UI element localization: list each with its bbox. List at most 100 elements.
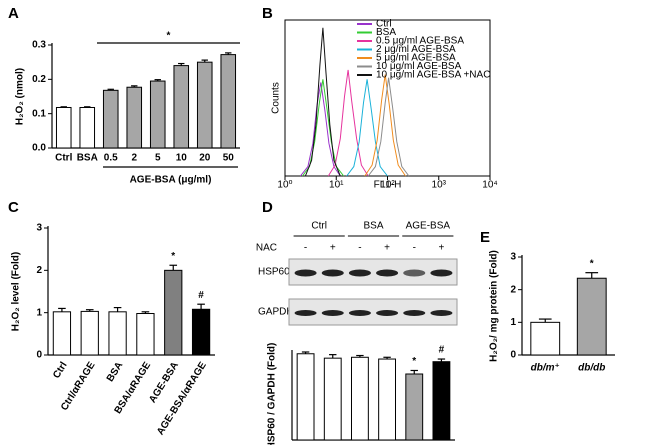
legend-label: 2 μg/ml AGE-BSA bbox=[376, 44, 456, 55]
bar bbox=[108, 311, 127, 356]
error-bar bbox=[107, 88, 114, 91]
bar bbox=[378, 358, 397, 441]
bar-annotation: * bbox=[590, 258, 594, 269]
panel-label: E bbox=[480, 229, 490, 246]
blot-group: Ctrl bbox=[311, 221, 327, 232]
blot-band bbox=[294, 269, 317, 277]
blot-band bbox=[403, 269, 426, 277]
treatment-sign: + bbox=[330, 243, 336, 254]
blot-group: AGE-BSA bbox=[406, 221, 451, 232]
legend-label: 0.5 μg/ml AGE-BSA bbox=[376, 36, 464, 47]
y-tick-label: 0.2 bbox=[32, 74, 46, 85]
y-axis-label: H₂O₂ level (Fold) bbox=[11, 252, 22, 331]
y-tick-label: 0 bbox=[36, 350, 42, 361]
x-tick-label: 20 bbox=[199, 153, 211, 164]
bar bbox=[196, 61, 213, 149]
x-tick-label: 5 bbox=[155, 153, 161, 164]
error-bar bbox=[58, 307, 66, 312]
x-tick-label: 10¹ bbox=[329, 180, 344, 191]
legend-label: 5 μg/ml AGE-BSA bbox=[376, 53, 456, 64]
x-tick-label: 2 bbox=[131, 153, 137, 164]
bar bbox=[79, 106, 96, 149]
error-bar bbox=[178, 62, 185, 66]
y-tick-label: 0.1 bbox=[32, 108, 46, 119]
error-bar bbox=[60, 106, 67, 108]
error-bar bbox=[197, 303, 205, 310]
treatment-sign: + bbox=[384, 243, 390, 254]
error-bar bbox=[131, 85, 138, 88]
error-bar bbox=[113, 306, 122, 312]
bar bbox=[136, 313, 155, 356]
x-tick-label: db/m⁺ bbox=[531, 363, 560, 374]
error-bar bbox=[410, 369, 418, 374]
treatment-sign: - bbox=[304, 243, 307, 254]
y-tick-label: 0.0 bbox=[32, 143, 46, 154]
blot-band bbox=[321, 310, 344, 316]
y-tick-label: 3 bbox=[36, 223, 42, 234]
panel-label: A bbox=[8, 5, 19, 22]
bar bbox=[102, 89, 119, 149]
blot-band bbox=[294, 310, 317, 316]
x-tick-label: 10² bbox=[380, 180, 395, 191]
y-tick-label: 3 bbox=[510, 252, 516, 263]
error-bar bbox=[141, 311, 150, 314]
y-tick-label: 1 bbox=[510, 317, 516, 328]
error-bar bbox=[538, 318, 552, 323]
y-tick-label: 2 bbox=[36, 265, 42, 276]
panel-label: C bbox=[8, 199, 19, 216]
bar-annotation: * bbox=[171, 251, 175, 262]
bar-annotation: * bbox=[412, 356, 416, 367]
bar bbox=[220, 54, 237, 149]
error-bar bbox=[169, 264, 178, 271]
error-bar bbox=[154, 79, 161, 82]
x-tick-label: 10³ bbox=[432, 180, 447, 191]
histogram-line bbox=[346, 79, 388, 177]
y-tick-label: 0 bbox=[510, 350, 516, 361]
blot-band bbox=[376, 310, 399, 316]
y-tick-label: 1 bbox=[36, 307, 42, 318]
x-tick-label: BSA bbox=[105, 360, 126, 384]
error-bar bbox=[437, 358, 446, 362]
blot-band bbox=[348, 269, 371, 277]
error-bar bbox=[585, 272, 599, 279]
bar bbox=[191, 308, 211, 356]
bar bbox=[576, 277, 607, 356]
blot-background bbox=[288, 258, 458, 286]
legend-label: Ctrl bbox=[376, 19, 392, 30]
error-bar bbox=[301, 351, 310, 354]
histogram-line bbox=[364, 74, 406, 177]
bar bbox=[80, 310, 99, 356]
blot-group: BSA bbox=[363, 221, 383, 232]
bar bbox=[405, 373, 424, 441]
x-tick-label: Ctrl bbox=[51, 360, 70, 381]
bar bbox=[530, 321, 561, 356]
x-tick-label: 10⁰ bbox=[277, 180, 292, 191]
y-axis-label: H₂O₂ (nmol) bbox=[15, 68, 26, 125]
treatment-sign: - bbox=[413, 243, 416, 254]
blot-band bbox=[376, 269, 399, 277]
histogram-line bbox=[367, 77, 410, 177]
bar-annotation: # bbox=[439, 345, 445, 356]
bar bbox=[173, 65, 190, 149]
histogram-line bbox=[302, 79, 345, 177]
blot-band bbox=[403, 310, 426, 316]
blot-background bbox=[288, 298, 458, 326]
error-bar bbox=[225, 52, 232, 55]
x-tick-label: Ctrl bbox=[55, 153, 72, 164]
bar bbox=[149, 80, 166, 149]
x-axis-label: FL1-H bbox=[374, 180, 402, 191]
legend-label: 10 μg/ml AGE-BSA +NAC bbox=[376, 70, 490, 81]
error-bar bbox=[201, 59, 208, 63]
blot-band bbox=[430, 310, 453, 316]
bar bbox=[350, 356, 369, 441]
y-axis-label: Counts bbox=[271, 82, 282, 114]
blot-band bbox=[430, 269, 453, 277]
error-bar bbox=[84, 106, 91, 108]
legend-label: BSA bbox=[376, 27, 396, 38]
group-label: AGE-BSA (μg/ml) bbox=[130, 175, 212, 186]
x-tick-label: 10⁴ bbox=[482, 180, 497, 191]
y-axis-label: HSP60 / GAPDH (Fold) bbox=[267, 343, 278, 445]
blot-row-label: HSP60 bbox=[258, 267, 290, 278]
bar bbox=[432, 361, 451, 441]
